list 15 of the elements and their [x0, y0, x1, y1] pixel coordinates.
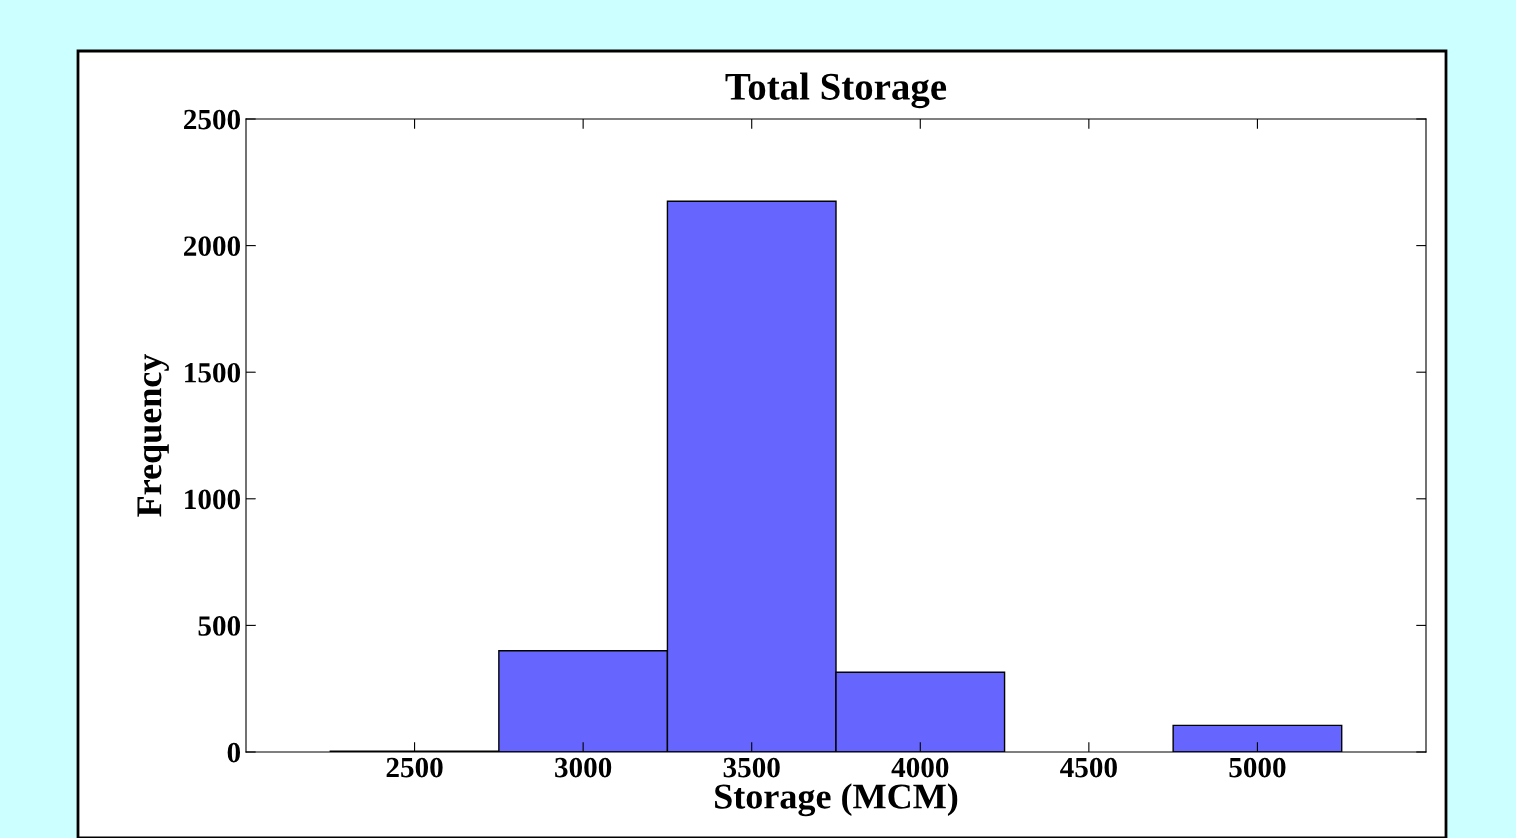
y-tick-label: 500	[198, 616, 241, 636]
y-tick-label: 1500	[185, 362, 241, 383]
y-tick-label: 0	[227, 742, 241, 763]
y-tick-label: 2000	[184, 236, 241, 257]
x-axis-title: Storage (MCM)	[715, 783, 958, 817]
x-tick-label: 2500	[386, 757, 443, 778]
x-tick-label: 4000	[891, 757, 949, 778]
x-tick-label: 3500	[723, 757, 780, 778]
y-tick-label: 2500	[184, 109, 241, 130]
chart-title: Total Storage	[725, 72, 947, 109]
x-tick-label: 4500	[1060, 757, 1117, 778]
x-tick-label: 3000	[555, 757, 612, 778]
y-tick-label: 1000	[185, 489, 241, 510]
y-axis-title: Frequency	[137, 353, 169, 517]
x-tick-label: 5000	[1229, 757, 1286, 778]
